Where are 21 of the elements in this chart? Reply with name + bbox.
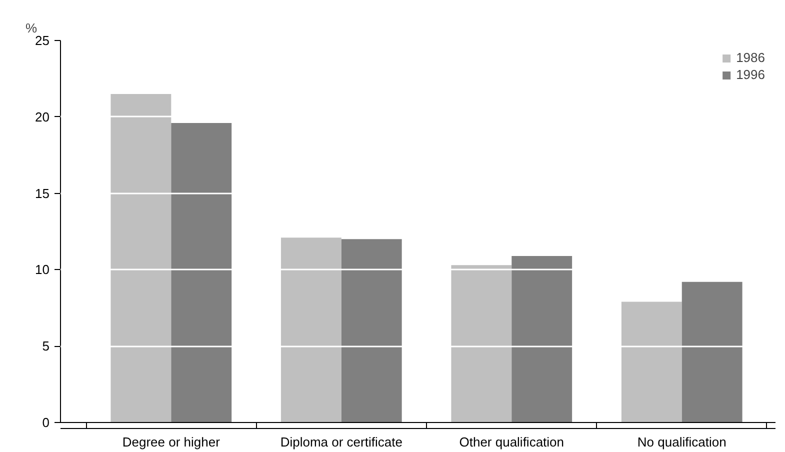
- bar: [682, 282, 742, 422]
- legend-label: 1996: [736, 67, 765, 82]
- y-tick-label: 10: [35, 262, 50, 278]
- y-tick-label: 25: [35, 33, 50, 48]
- y-tick-label: 20: [35, 109, 50, 124]
- bar: [171, 123, 232, 422]
- y-tick-label: 0: [42, 415, 50, 430]
- bar: [451, 265, 512, 422]
- bar: [341, 239, 402, 422]
- y-tick-label: 5: [42, 338, 50, 354]
- bar: [512, 256, 572, 422]
- x-tick-label: Other qualification: [459, 434, 564, 450]
- x-tick-label: Degree or higher: [122, 434, 221, 450]
- legend-label: 1986: [736, 50, 765, 65]
- bar: [280, 238, 342, 422]
- y-tick-label: 15: [35, 186, 50, 201]
- x-tick-label: Diploma or certificate: [280, 434, 402, 450]
- y-axis-title: %: [26, 20, 38, 36]
- bar: [110, 94, 172, 422]
- x-tick-label: No qualification: [637, 434, 726, 450]
- bar: [621, 302, 682, 422]
